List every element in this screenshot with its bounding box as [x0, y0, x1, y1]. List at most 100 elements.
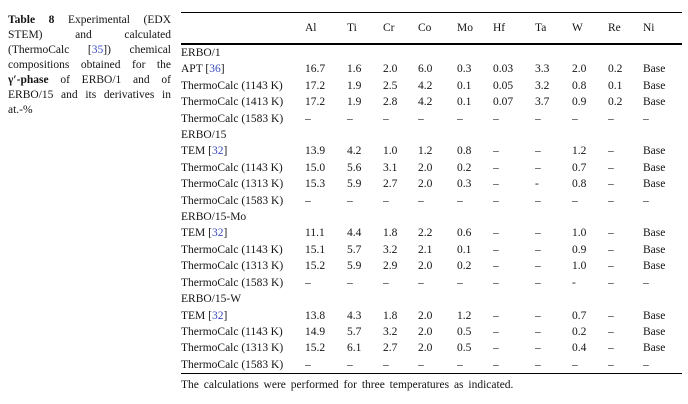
cell: 4.2	[418, 79, 433, 92]
cell: 6.0	[418, 63, 433, 76]
data-row: ThermoCalc (1583 K) – – – – – – – – – –	[181, 357, 682, 374]
cell: 5.7	[347, 243, 362, 256]
cell: 2.8	[383, 96, 398, 109]
cell: –	[608, 358, 614, 371]
row-label-text: TEM [	[181, 145, 212, 158]
cell: –	[418, 112, 424, 125]
cell: 15.1	[305, 243, 326, 256]
table-caption: Table 8 Experimental (EDX STEM) and calc…	[8, 13, 171, 118]
caption-line: (ThermoCalc [35]) chemical	[8, 43, 171, 58]
cell: –	[493, 145, 499, 158]
cell: –	[572, 194, 578, 207]
cell: 2.0	[383, 63, 398, 76]
cell: –	[493, 227, 499, 240]
cell: 17.2	[305, 79, 326, 92]
cell: Base	[643, 243, 666, 256]
data-row: ThermoCalc (1313 K) 15.2 5.9 2.9 2.0 0.2 – – 1.0…	[181, 258, 682, 274]
cell: 17.2	[305, 96, 326, 109]
cell: 3.3	[535, 63, 550, 76]
cell: Base	[643, 342, 666, 355]
row-label-text: TEM [	[181, 309, 212, 322]
cell: –	[608, 342, 614, 355]
cell: –	[347, 112, 353, 125]
row-label-text: APT [	[181, 63, 210, 76]
group-label: ERBO/1	[181, 47, 221, 59]
cell: 0.6	[457, 227, 472, 240]
cell: –	[383, 194, 389, 207]
cell: –	[493, 325, 499, 338]
cell: –	[608, 161, 614, 174]
cell: –	[493, 161, 499, 174]
cell: –	[608, 325, 614, 338]
cell: –	[493, 194, 499, 207]
cell: –	[493, 276, 499, 289]
cell: –	[535, 112, 541, 125]
cell: 2.7	[383, 178, 398, 191]
column-header-ti: Ti	[347, 12, 383, 45]
row-label: APT [36]	[181, 61, 305, 77]
cell: 0.4	[572, 342, 587, 355]
cell: Base	[643, 96, 666, 109]
cell: –	[643, 112, 649, 125]
cell: –	[383, 112, 389, 125]
cell: 5.9	[347, 178, 362, 191]
column-header-co: Co	[418, 12, 457, 45]
cell: 2.2	[418, 227, 433, 240]
citation-link-32[interactable]: 32	[211, 309, 224, 322]
citation-link-32[interactable]: 32	[211, 145, 224, 158]
data-row: ThermoCalc (1313 K) 15.3 5.9 2.7 2.0 0.3 – - 0.8…	[181, 176, 682, 192]
cell: 0.2	[608, 96, 623, 109]
data-row: TEM [32] 13.8 4.3 1.8 2.0 1.2– –0.7– Base	[181, 308, 682, 324]
cell: –	[572, 358, 578, 371]
row-label: ThermoCalc (1583 K)	[181, 112, 284, 125]
row-label: TEM [32]	[181, 143, 305, 159]
cell: Base	[643, 260, 666, 273]
cell: 4.2	[347, 145, 362, 158]
cell: 1.2	[418, 145, 433, 158]
cell: 0.2	[457, 161, 472, 174]
row-label: ThermoCalc (1143 K)	[181, 79, 283, 92]
data-row: ThermoCalc (1583 K) – – – – – – – - – –	[181, 275, 682, 291]
caption-line: STEM) and calculated	[8, 29, 171, 41]
citation-link-35[interactable]: 35	[91, 44, 104, 56]
cell: –	[493, 309, 499, 322]
cell: 1.6	[347, 63, 362, 76]
cell: 15.2	[305, 260, 326, 273]
cell: –	[643, 358, 649, 371]
cell: 0.3	[457, 178, 472, 191]
data-row: ThermoCalc (1143 K) 17.2 1.9 2.5 4.2 0.1 0.05 3…	[181, 78, 682, 94]
table-head: Al Ti Cr Co Mo Hf Ta W Re Ni	[181, 12, 682, 45]
row-label-text: ]	[223, 227, 228, 240]
row-label: TEM [32]	[181, 308, 305, 324]
column-header-cr: Cr	[383, 12, 418, 45]
data-row: ThermoCalc (1583 K) – – – – – – – – – –	[181, 193, 682, 209]
cell: –	[493, 260, 499, 273]
cell: –	[493, 112, 499, 125]
caption-text: ]) chemical	[103, 44, 171, 56]
cell: –	[608, 276, 614, 289]
cell: 2.0	[418, 325, 433, 338]
citation-link-32[interactable]: 32	[211, 227, 224, 240]
cell: –	[305, 358, 311, 371]
column-header-hf: Hf	[493, 12, 535, 45]
caption-text: of ERBO/1 and of	[60, 74, 171, 86]
caption-table-number: Table 8	[8, 14, 55, 26]
cell: –	[305, 112, 311, 125]
cell: 15.0	[305, 161, 326, 174]
cell: 0.03	[493, 63, 514, 76]
cell: –	[608, 243, 614, 256]
cell: –	[535, 358, 541, 371]
cell: 1.0	[383, 145, 398, 158]
data-row: ThermoCalc (1313 K) 15.2 6.1 2.7 2.0 0.5 – – 0.4…	[181, 340, 682, 356]
cell: 1.9	[347, 79, 362, 92]
cell: –	[418, 276, 424, 289]
citation-link-36[interactable]: 36	[209, 63, 221, 76]
group-header-row: ERBO/15	[181, 127, 682, 143]
cell: 1.8	[383, 309, 398, 322]
group-header-row: ERBO/15-Mo	[181, 209, 682, 225]
caption-line: compositions obtained for the	[8, 59, 171, 71]
cell: 0.1	[608, 79, 623, 92]
cell: 2.0	[418, 161, 433, 174]
cell: 16.7	[305, 63, 326, 76]
cell: 0.7	[572, 309, 587, 322]
